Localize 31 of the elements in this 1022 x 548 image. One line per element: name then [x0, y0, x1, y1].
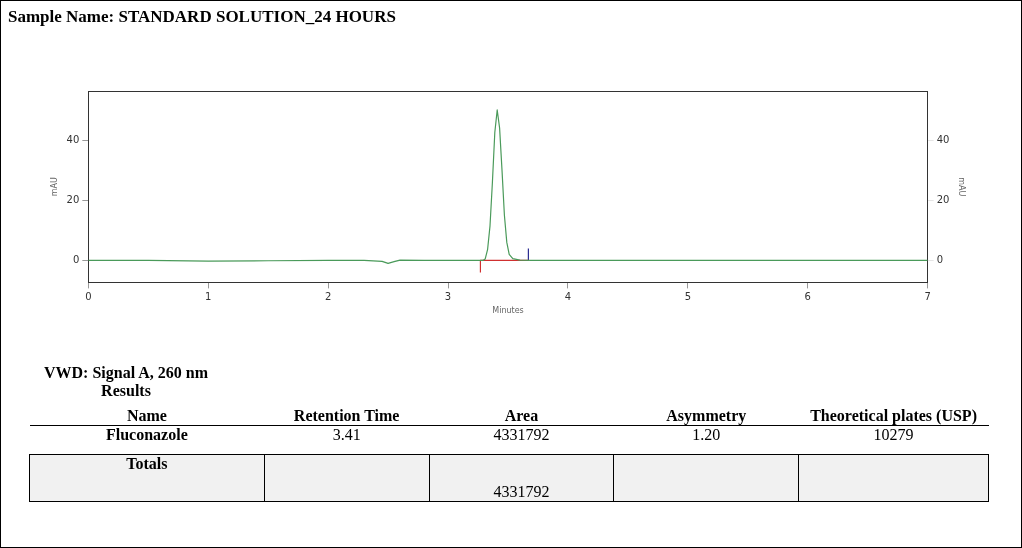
x-tick-label: 1 [205, 290, 212, 302]
x-tick-label: 6 [804, 290, 811, 302]
text: Theoretical plates (USP) [798, 407, 989, 426]
y2-axis-title: mAU [957, 177, 967, 197]
text: Name [29, 407, 265, 426]
y2-tick-label: 40 [936, 133, 950, 145]
text: Totals [29, 454, 265, 501]
text: 4331792 [429, 454, 614, 501]
x-tick-label: 7 [924, 290, 931, 302]
x-tick-label: 4 [564, 290, 572, 302]
text: Area [429, 407, 614, 426]
text: VWD: Signal A, 260 nm Results [43, 364, 209, 400]
chart-title: Sample Name: STANDARD SOLUTION_24 HOURS [8, 7, 396, 27]
text: 4331792 [492, 425, 551, 444]
x-tick-label: 5 [684, 290, 692, 302]
y-tick-label: 40 [66, 133, 80, 145]
x-axis-title: Minutes [492, 306, 524, 316]
x-tick-label: 3 [444, 290, 452, 302]
text: 1.20 [691, 425, 722, 444]
y2-tick-label: 0 [936, 254, 944, 266]
y-tick-label: 20 [66, 193, 80, 205]
text: Retention Time [264, 407, 430, 426]
y2-tick-label: 20 [936, 193, 950, 205]
text: Fluconazole [105, 425, 189, 444]
text: 10279 [872, 425, 915, 444]
x-tick-label: 0 [85, 290, 92, 302]
y-tick-label: 0 [72, 254, 80, 266]
x-tick-label: 2 [324, 290, 332, 302]
y-axis-title: mAU [49, 177, 59, 197]
text: Asymmetry [613, 407, 799, 426]
text: 3.41 [331, 425, 362, 444]
